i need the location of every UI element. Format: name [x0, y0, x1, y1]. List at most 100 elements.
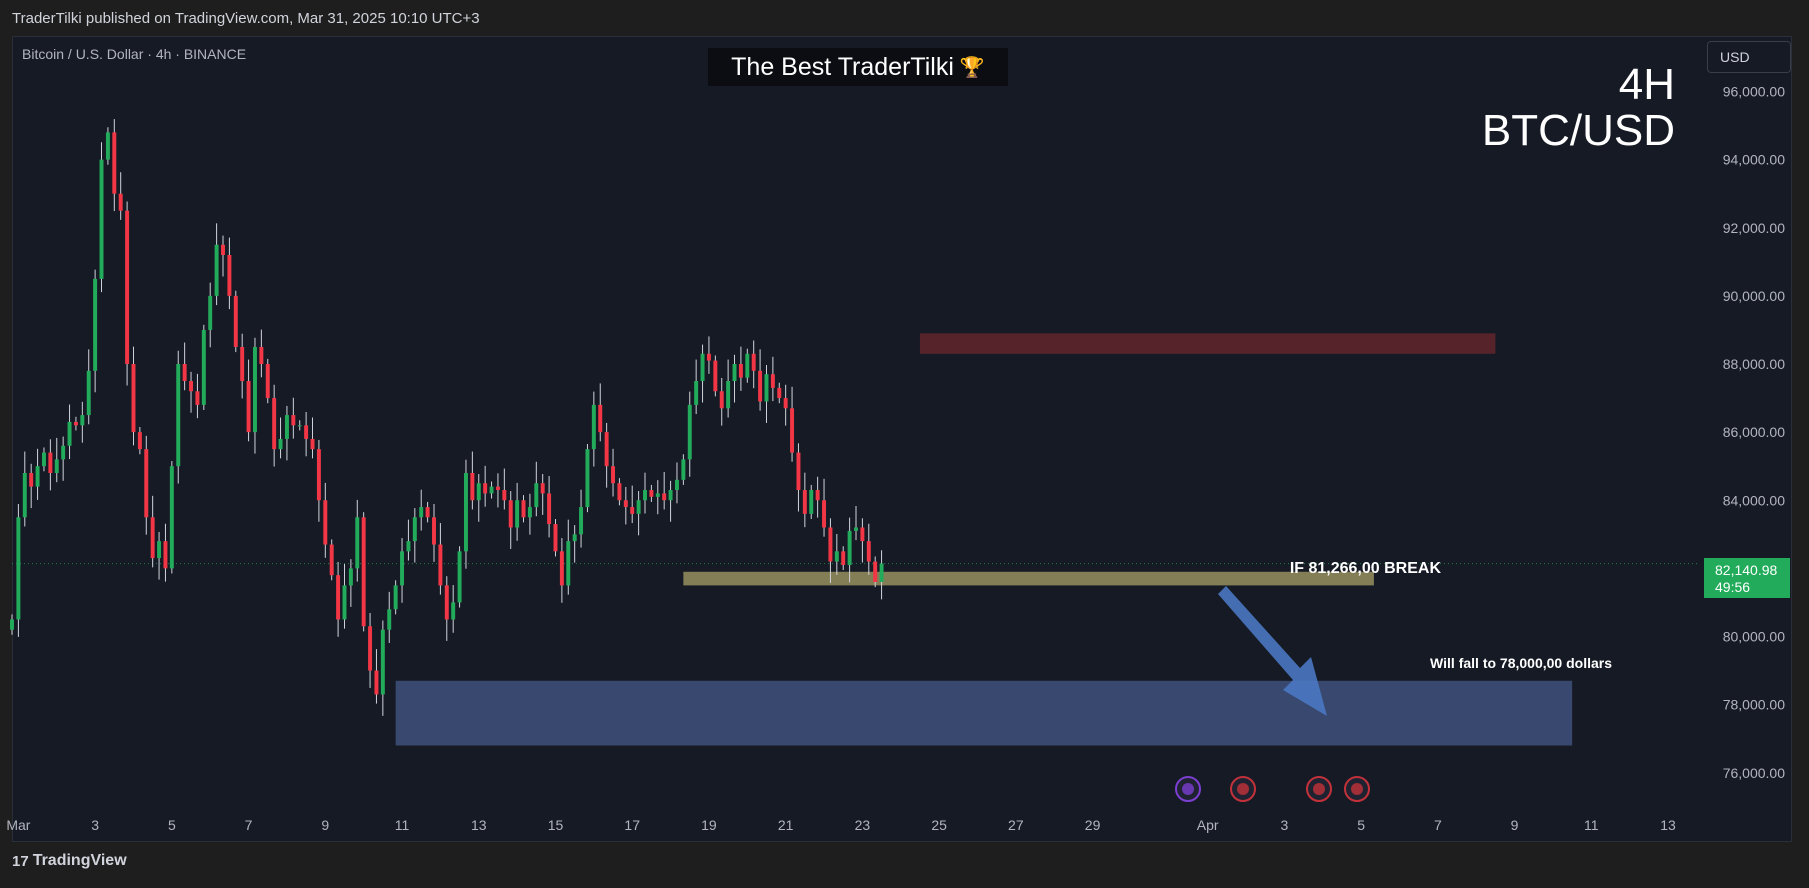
candle-body	[195, 391, 200, 405]
candle-body	[22, 473, 27, 518]
candle-body	[118, 193, 123, 211]
candle-body	[540, 483, 545, 494]
candle-body	[304, 425, 309, 439]
candle-body	[105, 132, 110, 160]
publish-bar: TraderTilki published on TradingView.com…	[0, 0, 1809, 36]
symbol-legend: Bitcoin / U.S. Dollar · 4h · BINANCE	[22, 46, 247, 62]
candle-body	[649, 490, 654, 497]
candle-body	[502, 490, 507, 501]
candle-body	[790, 408, 795, 453]
candle-body	[515, 500, 520, 528]
candle-body	[61, 445, 66, 460]
candle-body	[412, 517, 417, 542]
candle-body	[35, 466, 40, 487]
candle-body	[770, 374, 775, 388]
currency-button[interactable]: USD	[1707, 41, 1791, 73]
us-flag-event-icon-dot	[1313, 783, 1325, 795]
candle-body	[163, 541, 168, 569]
candle-body	[687, 404, 692, 460]
candle-body	[368, 626, 373, 671]
candle-body	[355, 517, 360, 569]
y-tick-label: 76,000.00	[1723, 765, 1785, 781]
candle-body	[745, 353, 750, 378]
y-tick-label: 78,000.00	[1723, 697, 1785, 713]
candle-body	[521, 500, 526, 518]
candle-body	[10, 619, 14, 630]
x-tick-label: 9	[321, 817, 329, 833]
candle-body	[726, 381, 731, 409]
x-tick-label: 21	[778, 817, 794, 833]
candle-body	[29, 473, 34, 487]
candle-body	[48, 452, 53, 473]
candle-body	[323, 500, 328, 545]
last-price-tag: 82,140.98 49:56	[1704, 558, 1790, 598]
candle-body	[457, 551, 462, 603]
candle-body	[348, 568, 353, 586]
pair-label: BTC/USD	[1481, 106, 1675, 155]
y-tick-label: 84,000.00	[1723, 492, 1785, 508]
candle-body	[425, 507, 430, 518]
candle-body	[131, 364, 136, 433]
candle-body	[866, 541, 871, 562]
footer-brand: TradingView	[32, 852, 127, 869]
candle-body	[751, 353, 756, 371]
candle-body	[144, 449, 149, 518]
x-tick-label: 17	[624, 817, 640, 833]
candle-body	[617, 483, 622, 501]
y-tick-label: 80,000.00	[1723, 629, 1785, 645]
tradingview-footer[interactable]: 17 TradingView	[12, 852, 127, 870]
y-tick-label: 96,000.00	[1723, 84, 1785, 100]
candle-body	[329, 544, 334, 576]
candle-body	[419, 507, 424, 518]
candle-body	[527, 507, 532, 518]
candle-body	[674, 479, 679, 491]
candle-body	[738, 364, 743, 378]
candle-body	[764, 374, 769, 402]
candle-body	[854, 527, 858, 531]
candle-body	[591, 404, 596, 450]
candle-body	[252, 346, 257, 433]
x-tick-label: 29	[1085, 817, 1101, 833]
candle-body	[828, 527, 833, 562]
timeframe-label: 4H	[1618, 60, 1675, 109]
candle-body	[579, 507, 584, 535]
x-tick-label: Apr	[1197, 817, 1219, 833]
y-tick-label: 94,000.00	[1723, 152, 1785, 168]
candle-body	[809, 490, 814, 514]
candle-body	[681, 459, 686, 480]
candle-body	[451, 602, 456, 620]
last-price-value: 82,140.98	[1715, 562, 1778, 578]
candle-body	[361, 517, 366, 627]
candle-body	[489, 486, 494, 494]
candle-body	[470, 473, 475, 501]
candle-body	[272, 398, 277, 450]
candle-body	[758, 370, 763, 402]
candle-body	[495, 486, 500, 491]
y-tick-label: 92,000.00	[1723, 220, 1785, 236]
candle-body	[214, 244, 219, 296]
candle-body	[879, 563, 884, 582]
x-tick-label: 5	[168, 817, 176, 833]
candle-body	[125, 210, 130, 364]
candle-body	[534, 483, 539, 508]
break-annotation: IF 81,266,00 BREAK	[1290, 560, 1442, 577]
candle-body	[41, 452, 46, 467]
candle-body	[834, 551, 839, 562]
candle-body	[387, 609, 392, 630]
candle-body	[278, 438, 283, 450]
resistance-zone	[919, 333, 1496, 354]
title-banner: The Best TraderTilki 🏆	[708, 48, 1008, 86]
candle-body	[169, 466, 174, 569]
candle-body	[598, 404, 603, 433]
candle-body	[189, 381, 194, 392]
candle-body	[393, 585, 398, 610]
down-arrow	[1218, 586, 1327, 716]
candle-body	[297, 425, 302, 427]
x-tick-label: 7	[245, 817, 253, 833]
candle-body	[566, 541, 571, 586]
candle-body	[336, 575, 341, 620]
candle-body	[559, 551, 564, 586]
event-lightning-icon-dot	[1182, 783, 1194, 795]
candle-body	[643, 490, 647, 501]
